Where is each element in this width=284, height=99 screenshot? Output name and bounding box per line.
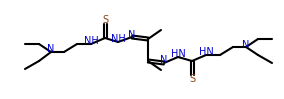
Text: N: N [242,40,250,50]
Text: HN: HN [199,47,213,57]
Text: N: N [47,44,55,55]
Text: NH: NH [111,34,125,44]
Text: S: S [102,15,108,25]
Text: HN: HN [171,49,185,59]
Text: N: N [160,55,168,65]
Text: NH: NH [83,36,98,46]
Text: N: N [128,30,136,40]
Text: S: S [189,74,195,84]
